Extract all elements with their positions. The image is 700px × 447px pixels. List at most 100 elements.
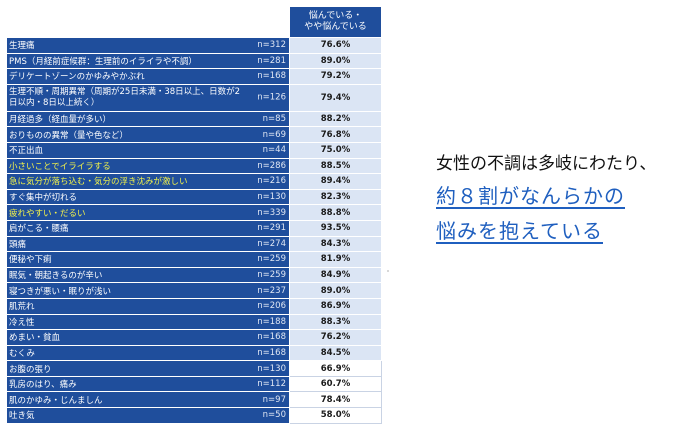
table-row: 月経過多（経血量が多い） n=85 88.2% bbox=[6, 110, 382, 128]
row-label-cell: お腹の張り n=130 bbox=[6, 360, 290, 377]
symptom-label: 便秘や下痢 bbox=[9, 255, 52, 266]
symptom-label: 疲れやすい・だるい bbox=[9, 208, 86, 219]
percent-value: 76.6% bbox=[289, 37, 382, 54]
table-header-value: 悩んでいる・ やや悩んでいる bbox=[289, 6, 382, 38]
table-row: デリケートゾーンのかゆみやかぶれ n=168 79.2% bbox=[6, 68, 382, 85]
row-label-cell: 生理不順・周期異常（周期が25日未満・38日以上、日数が2日以内・8日以上続く）… bbox=[6, 83, 290, 112]
percent-value: 88.5% bbox=[289, 157, 382, 175]
table-row: すぐ集中が切れる n=130 82.3% bbox=[6, 188, 382, 206]
symptom-label: 頭痛 bbox=[9, 239, 27, 250]
sample-size: n=44 bbox=[262, 145, 286, 156]
table-row: 生理痛 n=312 76.6% bbox=[6, 37, 382, 54]
row-label-cell: 月経過多（経血量が多い） n=85 bbox=[6, 110, 290, 128]
sample-size: n=112 bbox=[257, 379, 286, 390]
row-label-cell: 便秘や下痢 n=259 bbox=[6, 251, 290, 268]
symptom-label: 月経過多（経血量が多い） bbox=[9, 115, 112, 126]
symptom-table: 悩んでいる・ やや悩んでいる 生理痛 n=312 76.6% PMS（月経前症候群：生理… bbox=[6, 6, 382, 424]
summary-line-2: 約８割がなんらかの bbox=[436, 184, 625, 208]
percent-value: 84.3% bbox=[289, 235, 382, 253]
row-label-cell: おりものの異常（量や色など） n=69 bbox=[6, 126, 290, 143]
percent-value: 82.3% bbox=[289, 188, 382, 206]
row-label-cell: 吐き気 n=50 bbox=[6, 407, 290, 424]
percent-value: 79.4% bbox=[289, 83, 382, 112]
sample-size: n=339 bbox=[257, 207, 286, 218]
percent-value: 76.8% bbox=[289, 126, 382, 143]
symptom-label: 冷え性 bbox=[9, 317, 35, 328]
sample-size: n=130 bbox=[257, 192, 286, 203]
symptom-label: 肩がこる・腰痛 bbox=[9, 224, 69, 235]
table-body: 生理痛 n=312 76.6% PMS（月経前症候群：生理前のイライラや不調） n=28… bbox=[6, 37, 382, 424]
symptom-label: すぐ集中が切れる bbox=[9, 193, 78, 204]
row-label-cell: 眠気・朝起きるのが辛い n=259 bbox=[6, 266, 290, 284]
percent-value: 76.2% bbox=[289, 329, 382, 346]
stray-dot bbox=[387, 270, 389, 272]
table-row: 急に気分が落ち込む・気分の浮き沈みが激しい n=216 89.4% bbox=[6, 173, 382, 190]
table-row: 疲れやすい・だるい n=339 88.8% bbox=[6, 204, 382, 221]
percent-value: 89.4% bbox=[289, 173, 382, 190]
table-row: 小さいことでイライラする n=286 88.5% bbox=[6, 157, 382, 175]
table-row: 肩がこる・腰痛 n=291 93.5% bbox=[6, 219, 382, 237]
row-label-cell: すぐ集中が切れる n=130 bbox=[6, 188, 290, 206]
sample-size: n=281 bbox=[257, 55, 286, 66]
table-row: 便秘や下痢 n=259 81.9% bbox=[6, 251, 382, 268]
table-row: 肌のかゆみ・じんましん n=97 78.4% bbox=[6, 391, 382, 409]
row-label-cell: 寝つきが悪い・眠りが浅い n=237 bbox=[6, 282, 290, 299]
sample-size: n=312 bbox=[257, 40, 286, 51]
symptom-label: 肌荒れ bbox=[9, 302, 35, 313]
table-row: 吐き気 n=50 58.0% bbox=[6, 407, 382, 424]
row-label-cell: 冷え性 n=188 bbox=[6, 313, 290, 331]
sample-size: n=274 bbox=[257, 238, 286, 249]
symptom-label: 生理痛 bbox=[9, 41, 35, 52]
symptom-label: 小さいことでイライラする bbox=[9, 161, 111, 172]
row-label-cell: 肌荒れ n=206 bbox=[6, 297, 290, 315]
row-label-cell: 生理痛 n=312 bbox=[6, 37, 290, 54]
symptom-label: 肌のかゆみ・じんましん bbox=[9, 395, 103, 406]
percent-value: 66.9% bbox=[289, 360, 382, 377]
symptom-label: むくみ bbox=[9, 348, 35, 359]
symptom-label: 不正出血 bbox=[9, 146, 44, 157]
percent-value: 89.0% bbox=[289, 52, 382, 70]
row-label-cell: 頭痛 n=274 bbox=[6, 235, 290, 253]
table-row: 不正出血 n=44 75.0% bbox=[6, 141, 382, 159]
sample-size: n=69 bbox=[262, 129, 286, 140]
symptom-label: 急に気分が落ち込む・気分の浮き沈みが激しい bbox=[9, 177, 188, 188]
sample-size: n=130 bbox=[257, 363, 286, 374]
row-label-cell: 不正出血 n=44 bbox=[6, 141, 290, 159]
symptom-label: めまい・貧血 bbox=[9, 333, 61, 344]
table-row: 肌荒れ n=206 86.9% bbox=[6, 297, 382, 315]
sample-size: n=291 bbox=[257, 223, 286, 234]
row-label-cell: 小さいことでイライラする n=286 bbox=[6, 157, 290, 175]
percent-value: 88.8% bbox=[289, 204, 382, 221]
row-label-cell: 乳房のはり、痛み n=112 bbox=[6, 375, 290, 393]
table-row: PMS（月経前症候群：生理前のイライラや不調） n=281 89.0% bbox=[6, 52, 382, 70]
percent-value: 81.9% bbox=[289, 251, 382, 268]
summary-line-3: 悩みを抱えている bbox=[436, 219, 603, 243]
row-label-cell: 疲れやすい・だるい n=339 bbox=[6, 204, 290, 221]
sample-size: n=206 bbox=[257, 301, 286, 312]
table-row: 眠気・朝起きるのが辛い n=259 84.9% bbox=[6, 266, 382, 284]
sample-size: n=126 bbox=[257, 92, 286, 103]
row-label-cell: むくみ n=168 bbox=[6, 344, 290, 362]
sample-size: n=85 bbox=[262, 114, 286, 125]
table-row: 頭痛 n=274 84.3% bbox=[6, 235, 382, 253]
sample-size: n=168 bbox=[257, 71, 286, 82]
percent-value: 86.9% bbox=[289, 297, 382, 315]
symptom-label: おりものの異常（量や色など） bbox=[9, 130, 129, 141]
sample-size: n=168 bbox=[257, 347, 286, 358]
table-row: めまい・貧血 n=168 76.2% bbox=[6, 329, 382, 346]
percent-value: 89.0% bbox=[289, 282, 382, 299]
percent-value: 84.5% bbox=[289, 344, 382, 362]
symptom-label: 吐き気 bbox=[9, 411, 35, 422]
row-label-cell: 急に気分が落ち込む・気分の浮き沈みが激しい n=216 bbox=[6, 173, 290, 190]
symptom-label: 寝つきが悪い・眠りが浅い bbox=[9, 286, 112, 297]
percent-value: 88.3% bbox=[289, 313, 382, 331]
row-label-cell: 肩がこる・腰痛 n=291 bbox=[6, 219, 290, 237]
row-label-cell: めまい・貧血 n=168 bbox=[6, 329, 290, 346]
table-row: 生理不順・周期異常（周期が25日未満・38日以上、日数が2日以内・8日以上続く）… bbox=[6, 83, 382, 112]
symptom-label: デリケートゾーンのかゆみやかぶれ bbox=[9, 72, 145, 83]
row-label-cell: デリケートゾーンのかゆみやかぶれ n=168 bbox=[6, 68, 290, 85]
percent-value: 93.5% bbox=[289, 219, 382, 237]
symptom-label: PMS（月経前症候群：生理前のイライラや不調） bbox=[9, 56, 197, 67]
symptom-label: 眠気・朝起きるのが辛い bbox=[9, 271, 103, 282]
row-label-cell: PMS（月経前症候群：生理前のイライラや不調） n=281 bbox=[6, 52, 290, 70]
